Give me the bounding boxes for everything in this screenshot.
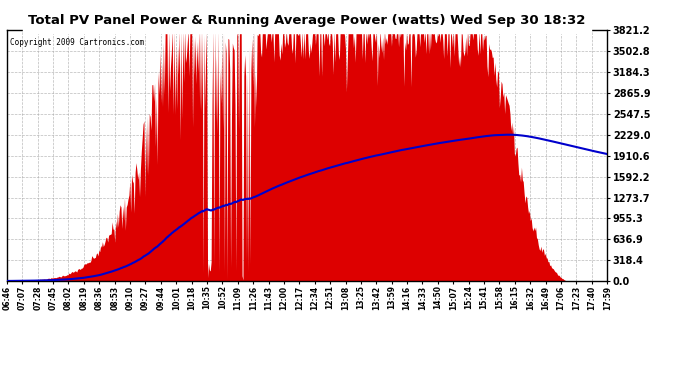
Text: Copyright 2009 Cartronics.com: Copyright 2009 Cartronics.com	[10, 38, 144, 46]
Title: Total PV Panel Power & Running Average Power (watts) Wed Sep 30 18:32: Total PV Panel Power & Running Average P…	[28, 15, 586, 27]
